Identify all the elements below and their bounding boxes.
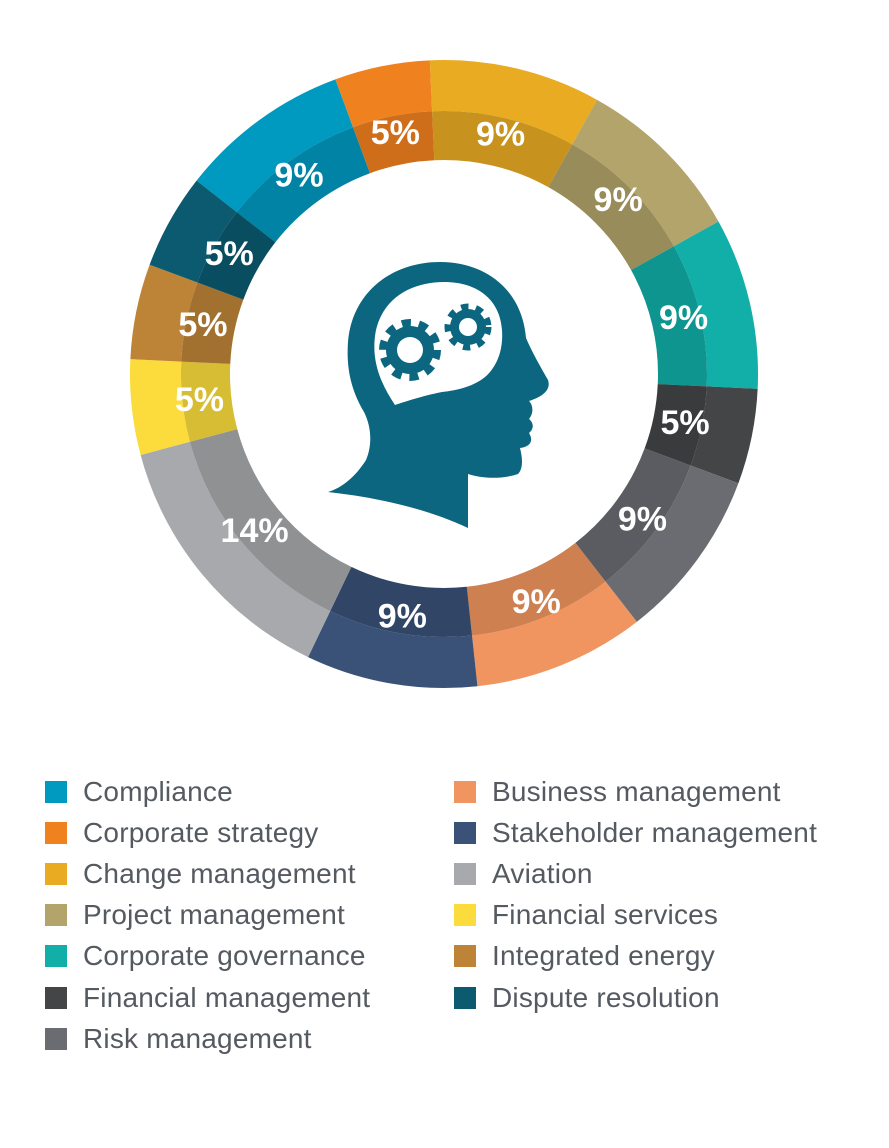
- legend-label: Integrated energy: [492, 940, 715, 972]
- legend-item: Corporate governance: [45, 936, 370, 977]
- slice-value-label: 5%: [660, 404, 709, 442]
- donut-slice-inner: [644, 384, 707, 466]
- legend-label: Compliance: [83, 775, 233, 807]
- slice-value-label: 9%: [618, 500, 667, 538]
- legend-item: Corporate strategy: [45, 812, 370, 853]
- legend-item: Business management: [454, 771, 817, 812]
- legend-label: Project management: [83, 899, 345, 931]
- donut-slice: [605, 465, 739, 622]
- legend-swatch: [45, 1027, 67, 1050]
- donut-slice-shade: [189, 429, 352, 612]
- legend-swatch: [454, 862, 476, 885]
- donut-slice: [335, 60, 433, 128]
- legend-label: Financial services: [492, 899, 719, 931]
- donut-slice: [308, 611, 478, 688]
- donut-slice-inner: [197, 212, 276, 300]
- donut-slice-shade: [181, 282, 244, 364]
- slice-value-label: 9%: [274, 156, 323, 194]
- donut-slice: [129, 359, 190, 455]
- legend-label: Corporate strategy: [83, 816, 319, 848]
- legend-label: Change management: [83, 857, 356, 889]
- donut-slice-shade: [575, 448, 691, 582]
- donut-slice: [572, 99, 719, 247]
- slice-value-label: 14%: [221, 512, 289, 550]
- donut-slice-inner: [575, 448, 691, 582]
- slice-value-label: 9%: [378, 597, 427, 635]
- legend-item: Project management: [45, 895, 370, 936]
- legend-swatch: [454, 821, 476, 844]
- donut-slice-inner: [466, 542, 606, 636]
- slice-value-label: 9%: [594, 181, 643, 219]
- legend-left-column: Compliance Corporate strategy Change man…: [45, 771, 370, 1059]
- legend-item: Financial management: [45, 977, 370, 1018]
- donut-slice-shade: [181, 361, 238, 442]
- legend-swatch: [45, 862, 67, 885]
- legend-label: Risk management: [83, 1022, 312, 1054]
- legend-item: Dispute resolution: [454, 977, 817, 1018]
- legend-right-column: Business management Stakeholder manageme…: [454, 771, 817, 1018]
- legend-label: Aviation: [492, 857, 593, 889]
- legend-item: Integrated energy: [454, 936, 817, 977]
- donut-slice-inner: [353, 111, 435, 174]
- slice-value-label: 9%: [659, 299, 708, 337]
- donut-slice-shade: [197, 212, 276, 300]
- donut-slice-inner: [330, 566, 473, 637]
- legend-label: Business management: [492, 775, 781, 807]
- donut-slice: [673, 221, 759, 389]
- donut-slice-shade: [432, 111, 573, 188]
- legend-swatch: [454, 780, 476, 803]
- slice-value-label: 5%: [178, 306, 227, 344]
- legend-label: Financial management: [83, 981, 371, 1013]
- donut-slice-shade: [548, 144, 674, 271]
- donut-slice-inner: [548, 144, 674, 271]
- donut-slices: [129, 59, 759, 688]
- legend-swatch: [45, 986, 67, 1009]
- donut-slice-shade: [644, 384, 707, 466]
- legend-item: Financial services: [454, 895, 817, 936]
- donut-slice-inner: [631, 246, 707, 387]
- donut-slice-inner: [181, 361, 238, 442]
- donut-slice: [429, 59, 598, 145]
- legend-label: Corporate governance: [83, 940, 366, 972]
- legend-item: Compliance: [45, 771, 370, 812]
- slice-value-label: 5%: [371, 114, 420, 152]
- head-with-gears-icon: [328, 262, 549, 528]
- donut-slice-shade: [330, 566, 473, 637]
- legend-swatch: [45, 821, 67, 844]
- donut-slice: [196, 79, 354, 213]
- slice-value-label: 5%: [175, 381, 224, 419]
- slice-value-label: 9%: [512, 583, 561, 621]
- legend-swatch: [454, 904, 476, 927]
- legend-swatch: [45, 945, 67, 968]
- slice-value-label: 9%: [476, 116, 525, 154]
- donut-labels: 9% 5% 9% 9% 9% 5% 9% 9% 9% 14% 5% 5% 5%: [175, 114, 710, 636]
- donut-slice-inner: [189, 429, 352, 612]
- donut-slice-inner: [236, 127, 370, 243]
- legend-item: Stakeholder management: [454, 812, 817, 853]
- legend-swatch: [454, 945, 476, 968]
- legend-swatch: [45, 780, 67, 803]
- donut-slice-shade: [466, 542, 606, 636]
- slice-value-label: 5%: [205, 235, 254, 273]
- legend-label: Dispute resolution: [492, 981, 720, 1013]
- legend-label: Stakeholder management: [492, 816, 818, 848]
- legend-swatch: [45, 904, 67, 927]
- legend-swatch: [454, 986, 476, 1009]
- donut-slice-inner: [432, 111, 573, 188]
- donut-chart: 9% 5% 9% 9% 9% 5% 9% 9% 9% 14% 5% 5% 5%: [129, 59, 759, 688]
- legend-item: Risk management: [45, 1018, 370, 1059]
- donut-slice: [472, 581, 637, 687]
- donut-slice-inner: [181, 282, 244, 364]
- donut-slice-shade: [236, 127, 370, 243]
- legend-item: Change management: [45, 853, 370, 894]
- donut-slice: [690, 386, 758, 484]
- donut-slice: [130, 264, 198, 362]
- donut-slice: [140, 441, 331, 658]
- donut-slice-shade: [631, 246, 707, 387]
- legend-item: Aviation: [454, 853, 817, 894]
- donut-slice: [149, 180, 237, 283]
- donut-slice-shade: [353, 111, 435, 174]
